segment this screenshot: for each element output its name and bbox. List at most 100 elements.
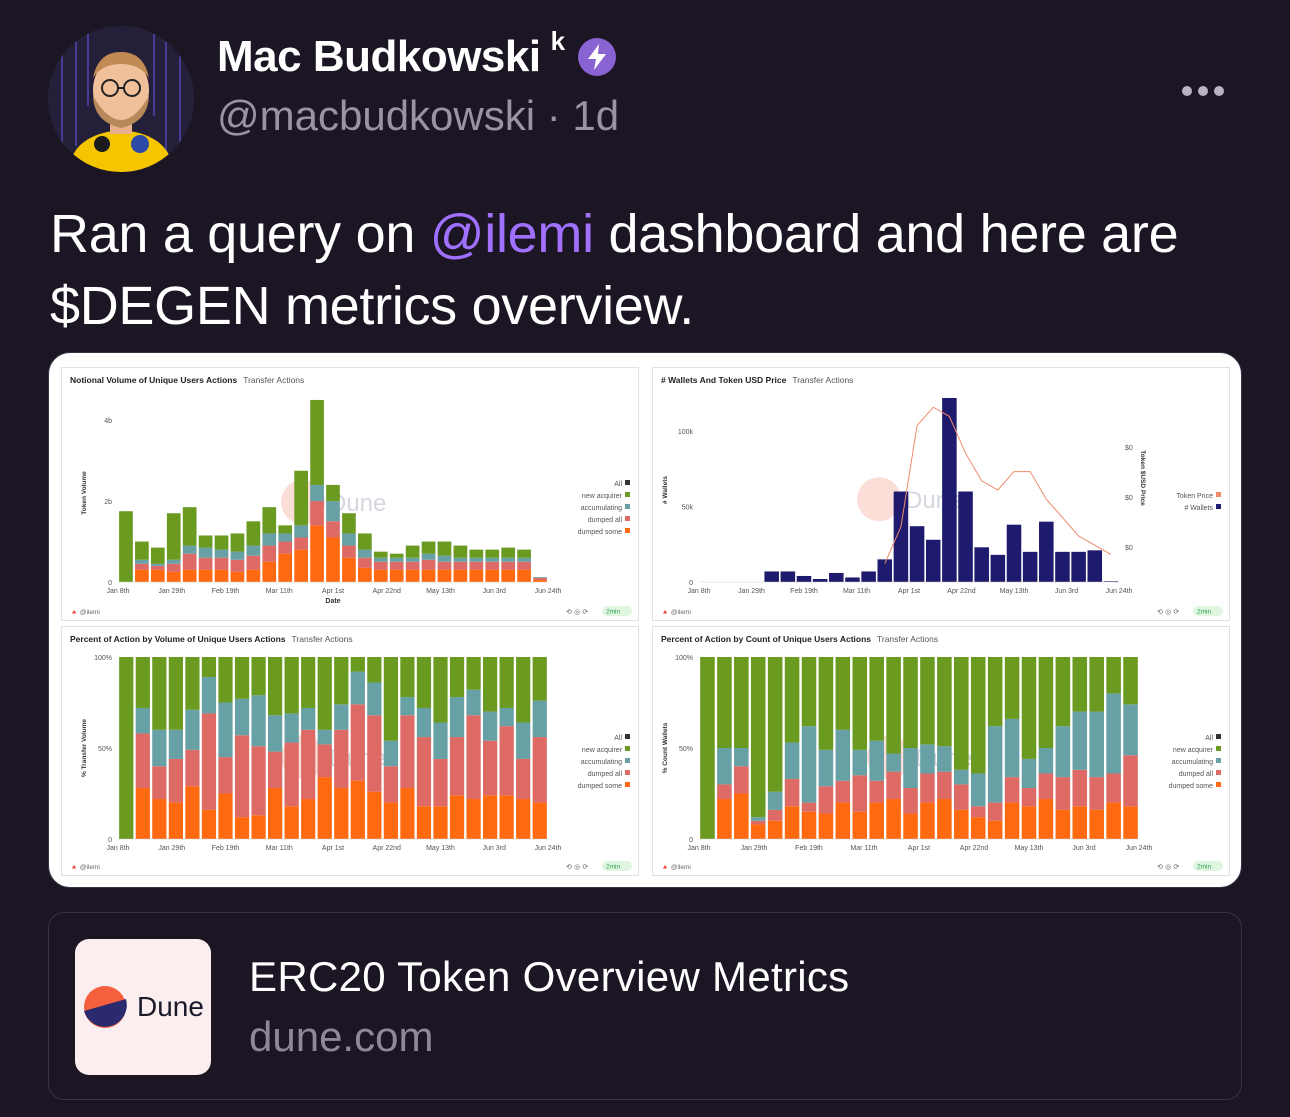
y-tick-label: 0 [108, 580, 112, 587]
bar-segment [1021, 788, 1037, 807]
bar-segment [358, 567, 372, 582]
bar-segment [405, 557, 420, 562]
bar-segment [437, 561, 452, 570]
bar-segment [485, 569, 500, 582]
more-options-icon[interactable] [1180, 80, 1226, 102]
x-tick-label: Apr 1st [322, 845, 344, 852]
legend-swatch [1216, 492, 1221, 497]
bar-segment [1123, 704, 1138, 756]
legend-label: All [614, 481, 622, 488]
bar-segment [152, 657, 167, 730]
bar-segment [294, 537, 308, 550]
footer-user: 🔺 @ilemi [70, 864, 100, 871]
bar-segment [466, 798, 481, 839]
bar-segment [734, 793, 749, 839]
bar-segment [517, 569, 531, 582]
bar-segment [358, 557, 372, 568]
bar-segment [326, 537, 340, 582]
bar-segment [920, 802, 935, 839]
y-tick-label: 2b [104, 499, 112, 506]
bar-segment [1021, 806, 1037, 839]
bar-segment [499, 707, 514, 727]
footer-icons: ⟲ ◎ ⟳ [1157, 863, 1179, 871]
x-tick-label: Jan 29th [738, 588, 765, 595]
bar-segment [1123, 657, 1138, 705]
author-name[interactable]: Mac Budkowski [217, 32, 541, 81]
bar-segment [367, 791, 382, 839]
bar-segment [1106, 773, 1121, 803]
bar-segment [453, 557, 468, 562]
bar-segment [198, 569, 213, 582]
bar-segment [214, 535, 229, 550]
bar-wallets [1006, 524, 1022, 582]
bar-segment [937, 746, 952, 772]
bar-segment [1106, 693, 1121, 774]
bar-segment [168, 657, 183, 730]
bar-segment [278, 525, 293, 534]
bar-wallets [1055, 551, 1070, 582]
bar-segment [246, 555, 261, 570]
legend-swatch [625, 770, 630, 775]
bar-segment [150, 569, 165, 582]
bar-segment [466, 689, 481, 716]
bar-segment [317, 729, 332, 745]
bar-segment [469, 569, 484, 582]
bar-segment [767, 791, 783, 810]
bar-segment [350, 657, 365, 672]
author-avatar[interactable] [48, 26, 194, 172]
y-tick-label: 50% [679, 746, 693, 753]
bar-segment [937, 657, 952, 747]
legend-swatch [625, 480, 630, 485]
bar-segment [400, 788, 415, 839]
dune-logo-text: Dune [137, 991, 204, 1022]
bar-segment [201, 657, 217, 678]
bar-segment [1089, 657, 1104, 712]
link-preview-card[interactable]: Dune ERC20 Token Overview Metrics dune.c… [48, 912, 1242, 1100]
bar-segment [483, 740, 498, 796]
bar-segment [416, 737, 432, 807]
author-name-row[interactable]: Mac Budkowski k [217, 26, 617, 82]
legend-label: dumped some [578, 529, 622, 536]
bar-segment [466, 657, 481, 690]
bar-segment [135, 733, 150, 789]
bar-segment [342, 545, 356, 558]
footer-icons: ⟲ ◎ ⟳ [566, 863, 588, 871]
y-tick-label: 50k [682, 505, 694, 512]
y-tick-label: 50% [98, 746, 112, 753]
bar-segment [334, 729, 349, 789]
tweet-media-image[interactable]: Notional Volume of Unique Users Actions T… [48, 352, 1242, 888]
bar-segment [262, 533, 277, 546]
mention-link[interactable]: @ilemi [429, 204, 594, 264]
bar-segment [214, 557, 229, 570]
power-badge-icon [577, 38, 616, 76]
bar-segment [246, 545, 261, 556]
status-badge [602, 606, 632, 616]
link-domain: dune.com [249, 1013, 434, 1060]
bar-segment [185, 749, 200, 787]
bar-segment [485, 561, 500, 570]
bar-wallets [861, 571, 876, 582]
bar-segment [218, 702, 233, 758]
bar-segment [310, 501, 324, 526]
legend-label: dumped some [578, 783, 622, 790]
bar-wallets [780, 571, 796, 582]
x-tick-label: Feb 19th [795, 845, 823, 852]
bar-segment [469, 549, 484, 558]
chart-panel-wallets-price: # Wallets And Token USD Price Transfer Ac… [652, 367, 1230, 621]
bar-segment [700, 657, 715, 839]
bar-segment [869, 657, 884, 741]
bar-segment [201, 809, 217, 839]
chart-title: Percent of Action by Volume of Unique Us… [70, 634, 353, 644]
bar-segment [717, 784, 732, 799]
legend-swatch [1216, 758, 1221, 763]
bar-wallets [1022, 551, 1038, 582]
footer-icons: ⟲ ◎ ⟳ [1157, 608, 1179, 616]
bar-segment [152, 729, 167, 767]
bar-segment [437, 541, 452, 556]
bar-segment [920, 657, 935, 745]
bar-segment [284, 806, 299, 839]
author-handle[interactable]: @macbudkowski · 1d [217, 92, 620, 139]
bar-segment [405, 561, 420, 570]
footer-user: 🔺 @ilemi [661, 864, 691, 871]
